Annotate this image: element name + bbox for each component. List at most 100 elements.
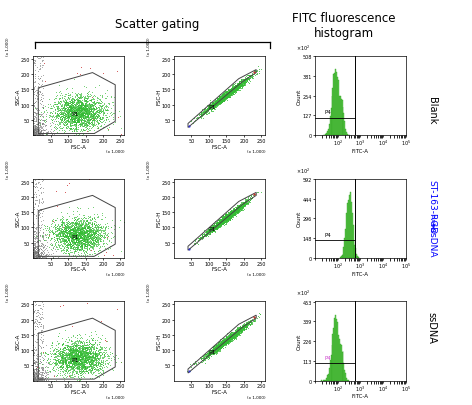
Point (76, 354, 84, 360)
Point (76, 110, 83, 117)
Point (74, 356, 82, 362)
Point (214, 100, 222, 107)
Point (246, 322, 254, 328)
Point (47, 235, 54, 241)
Point (67, 230, 74, 237)
Point (55, 341, 62, 347)
Point (214, 223, 222, 229)
Point (206, 228, 213, 234)
Point (222, 339, 230, 345)
Point (30, 207, 38, 213)
Point (56, 230, 63, 237)
Point (86, 363, 94, 369)
Point (255, 68, 263, 75)
Point (221, 341, 229, 347)
Point (234, 209, 242, 215)
Point (214, 346, 221, 352)
Point (70, 231, 78, 237)
Point (234, 83, 242, 89)
Point (69, 239, 76, 245)
Point (49, 118, 56, 124)
Point (65, 236, 72, 243)
Point (207, 226, 214, 232)
Point (224, 92, 231, 99)
Point (207, 109, 214, 115)
Point (73, 109, 80, 115)
Point (101, 234, 109, 240)
Point (31, 249, 38, 256)
Point (233, 207, 241, 213)
Point (39, 117, 47, 124)
Point (75, 113, 83, 120)
Point (38, 361, 45, 368)
Point (234, 328, 241, 335)
Point (71, 244, 79, 251)
Point (60, 116, 68, 123)
Point (67, 232, 75, 238)
Point (77, 231, 84, 237)
Point (70, 100, 78, 106)
Point (235, 205, 242, 211)
Point (237, 202, 245, 209)
Point (35, 253, 42, 259)
Point (84, 125, 91, 132)
Point (218, 217, 226, 224)
Point (34, 367, 42, 373)
Point (69, 113, 76, 119)
Point (81, 108, 88, 114)
Point (93, 237, 101, 243)
Point (211, 348, 218, 354)
Point (211, 347, 219, 354)
Point (219, 342, 227, 349)
Point (220, 217, 228, 223)
Point (236, 204, 243, 210)
Point (40, 121, 47, 128)
Point (223, 94, 230, 100)
Point (77, 339, 84, 345)
Point (84, 114, 92, 121)
Point (39, 244, 46, 251)
Point (68, 116, 76, 123)
Point (87, 235, 94, 242)
Point (221, 93, 229, 100)
Point (207, 349, 215, 356)
Point (32, 197, 39, 204)
Point (52, 217, 60, 223)
Point (227, 331, 234, 338)
Point (74, 232, 82, 239)
Point (220, 93, 228, 99)
Point (230, 334, 238, 340)
Point (40, 249, 48, 256)
Point (229, 87, 236, 93)
Point (74, 217, 81, 224)
Point (63, 111, 70, 117)
Point (80, 363, 87, 369)
Point (59, 230, 67, 237)
Point (210, 100, 217, 107)
Point (83, 223, 91, 230)
Point (61, 367, 69, 374)
Point (216, 99, 223, 105)
Point (59, 361, 67, 368)
Point (53, 110, 61, 117)
Point (87, 239, 94, 246)
Point (233, 333, 241, 340)
Point (236, 329, 244, 335)
Point (221, 93, 229, 99)
Point (88, 244, 96, 250)
Point (95, 117, 102, 124)
Point (228, 213, 235, 220)
Point (42, 119, 49, 126)
Point (70, 359, 78, 365)
Point (224, 91, 232, 97)
Point (210, 347, 217, 354)
Point (242, 78, 250, 84)
Point (62, 359, 70, 365)
Point (203, 107, 211, 114)
Point (231, 330, 239, 337)
Point (78, 241, 86, 247)
Point (236, 203, 244, 210)
Point (65, 358, 72, 364)
Point (205, 104, 213, 110)
Point (224, 338, 231, 344)
